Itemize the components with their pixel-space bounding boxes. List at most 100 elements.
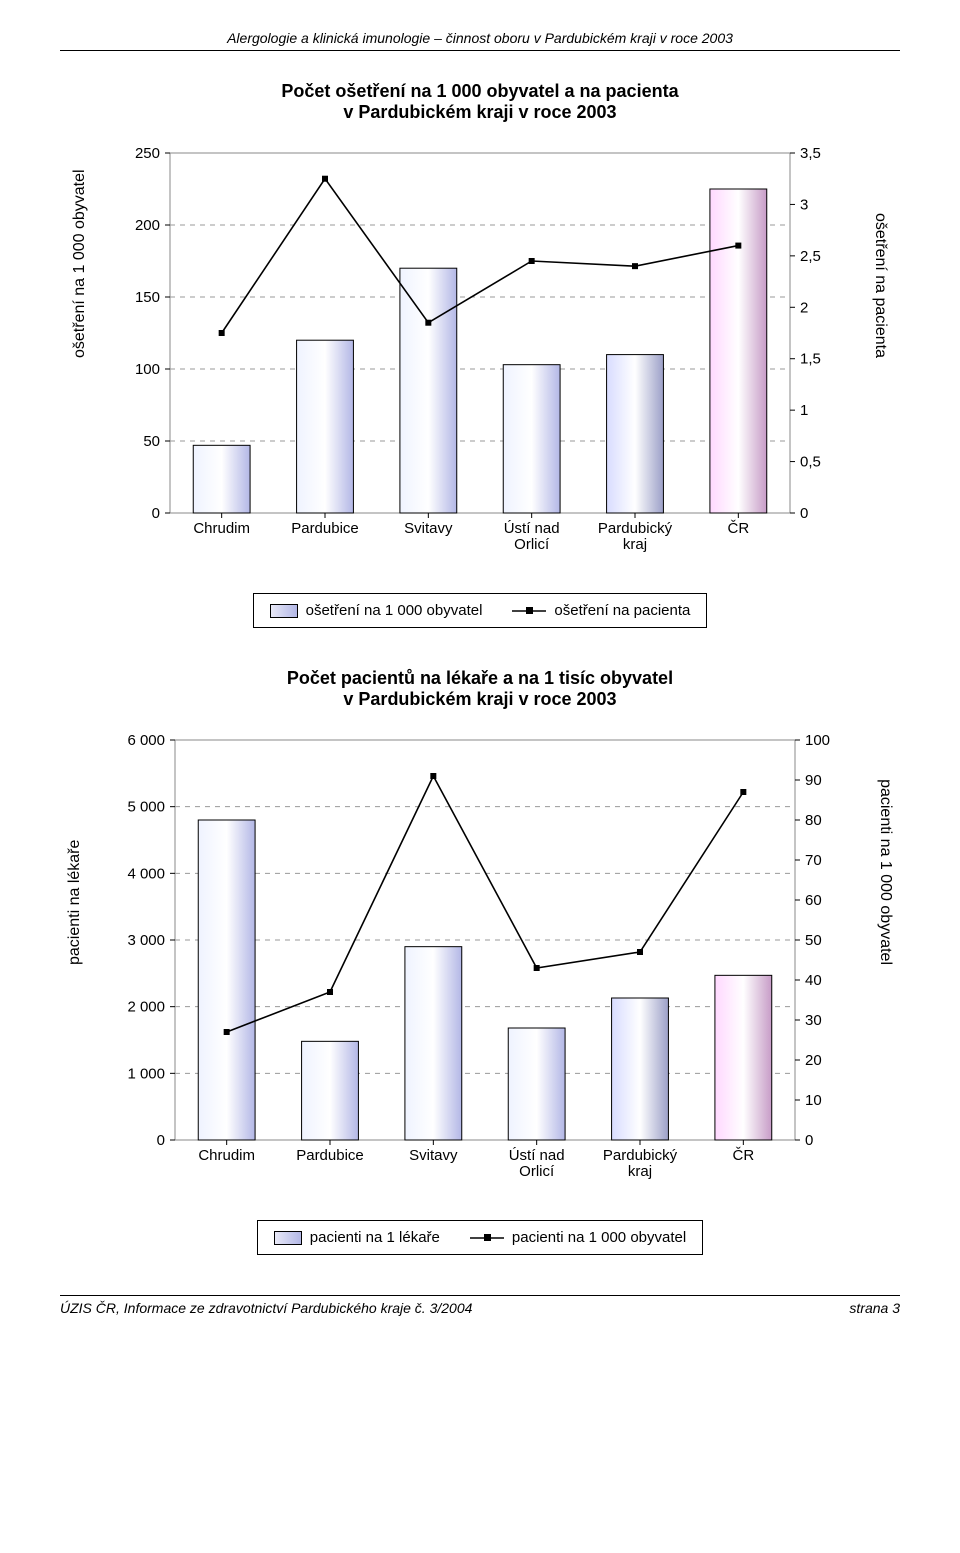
svg-text:0: 0	[152, 505, 160, 522]
footer-left: ÚZIS ČR, Informace ze zdravotnictví Pard…	[60, 1300, 472, 1316]
chart1-y1-label: ošetření na 1 000 obyvatel	[71, 169, 89, 358]
svg-text:4 000: 4 000	[127, 865, 165, 882]
chart2-legend-line-label: pacienti na 1 000 obyvatel	[512, 1229, 686, 1246]
chart1-legend-bars-label: ošetření na 1 000 obyvatel	[306, 602, 483, 619]
line-marker	[219, 330, 225, 336]
svg-text:Svitavy: Svitavy	[409, 1147, 458, 1164]
bar-swatch	[270, 604, 298, 618]
svg-text:10: 10	[805, 1092, 822, 1109]
svg-text:1 000: 1 000	[127, 1065, 165, 1082]
chart1-title: Počet ošetření na 1 000 obyvatel a na pa…	[60, 81, 900, 123]
chart2-legend: pacienti na 1 lékaře pacienti na 1 000 o…	[257, 1220, 703, 1255]
line-marker	[534, 965, 540, 971]
bar	[508, 1028, 565, 1140]
svg-text:Pardubický: Pardubický	[598, 520, 673, 537]
svg-text:20: 20	[805, 1052, 822, 1069]
document-header: Alergologie a klinická imunologie – činn…	[60, 30, 900, 51]
svg-text:150: 150	[135, 289, 160, 306]
bar	[198, 820, 255, 1140]
chart2-y1-label: pacienti na lékaře	[66, 840, 84, 965]
page-footer: ÚZIS ČR, Informace ze zdravotnictví Pard…	[60, 1295, 900, 1316]
svg-text:250: 250	[135, 145, 160, 162]
svg-text:Ústí nad: Ústí nad	[509, 1147, 565, 1164]
svg-text:0: 0	[157, 1132, 165, 1149]
svg-text:6 000: 6 000	[127, 732, 165, 749]
bar	[503, 365, 560, 513]
svg-text:3: 3	[800, 196, 808, 213]
chart2-legend-bars-label: pacienti na 1 lékaře	[310, 1229, 440, 1246]
chart1-svg: 0 50 100 150 200 250 0 0,5 1 1,5 2 2,5 3 3,5 Chrudim Pa…	[100, 143, 860, 573]
svg-text:Ústí nad: Ústí nad	[504, 520, 560, 537]
svg-text:40: 40	[805, 972, 822, 989]
svg-text:2: 2	[800, 299, 808, 316]
bar-swatch	[274, 1231, 302, 1245]
svg-text:2,5: 2,5	[800, 248, 821, 265]
line-marker	[735, 243, 741, 249]
line-marker	[430, 773, 436, 779]
line-marker	[425, 320, 431, 326]
svg-text:Pardubice: Pardubice	[296, 1147, 364, 1164]
bar	[400, 268, 457, 513]
line-swatch	[512, 604, 546, 618]
svg-text:Orlicí: Orlicí	[519, 1163, 555, 1180]
svg-text:50: 50	[805, 932, 822, 949]
svg-text:70: 70	[805, 852, 822, 869]
chart2-legend-bars: pacienti na 1 lékaře	[274, 1229, 440, 1246]
line-marker	[322, 176, 328, 182]
svg-text:1: 1	[800, 402, 808, 419]
bar	[710, 189, 767, 513]
svg-text:2 000: 2 000	[127, 999, 165, 1016]
svg-text:200: 200	[135, 217, 160, 234]
bar	[612, 998, 669, 1140]
bar	[607, 355, 664, 513]
page: Alergologie a klinická imunologie – činn…	[0, 0, 960, 1356]
chart2-svg: 0 1 000 2 000 3 000 4 000 5 000 6 000 0 10 20 30 40…	[95, 730, 865, 1200]
svg-text:1,5: 1,5	[800, 351, 821, 368]
line-swatch	[470, 1231, 504, 1245]
svg-text:kraj: kraj	[623, 536, 647, 553]
line-marker	[529, 258, 535, 264]
svg-text:0,5: 0,5	[800, 454, 821, 471]
chart2-container: pacienti na lékaře 01 0002 0003 0004 000…	[95, 730, 865, 1200]
svg-text:Pardubický: Pardubický	[603, 1147, 678, 1164]
chart2-legend-line: pacienti na 1 000 obyvatel	[470, 1229, 686, 1246]
svg-text:80: 80	[805, 812, 822, 829]
svg-text:100: 100	[805, 732, 830, 749]
bar	[297, 340, 354, 513]
bar	[193, 445, 250, 513]
bar	[715, 975, 772, 1140]
chart1-legend-bars: ošetření na 1 000 obyvatel	[270, 602, 483, 619]
line-marker	[224, 1029, 230, 1035]
chart1-legend-line-label: ošetření na pacienta	[554, 602, 690, 619]
svg-text:Chrudim: Chrudim	[193, 520, 250, 537]
svg-text:90: 90	[805, 772, 822, 789]
svg-text:Orlicí: Orlicí	[514, 536, 550, 553]
chart2-title: Počet pacientů na lékaře a na 1 tisíc ob…	[60, 668, 900, 710]
svg-text:3 000: 3 000	[127, 932, 165, 949]
line-marker	[637, 949, 643, 955]
chart1-y2-label: ošetření na pacienta	[871, 213, 889, 358]
line-marker	[632, 263, 638, 269]
svg-text:Chrudim: Chrudim	[198, 1147, 255, 1164]
svg-text:ČR: ČR	[732, 1147, 754, 1164]
svg-text:0: 0	[800, 505, 808, 522]
bar	[302, 1041, 359, 1140]
svg-text:Svitavy: Svitavy	[404, 520, 453, 537]
footer-right: strana 3	[849, 1300, 900, 1316]
chart1-legend-line: ošetření na pacienta	[512, 602, 690, 619]
svg-text:Pardubice: Pardubice	[291, 520, 359, 537]
svg-text:0: 0	[805, 1132, 813, 1149]
svg-text:5 000: 5 000	[127, 799, 165, 816]
svg-text:30: 30	[805, 1012, 822, 1029]
chart2-y2-label: pacienti na 1 000 obyvatel	[876, 779, 894, 965]
svg-text:100: 100	[135, 361, 160, 378]
line-marker	[327, 989, 333, 995]
chart1-container: ošetření na 1 000 obyvatel 0501001502002…	[100, 143, 860, 573]
bar	[405, 947, 462, 1140]
svg-text:50: 50	[143, 433, 160, 450]
svg-text:ČR: ČR	[727, 520, 749, 537]
line-marker	[740, 789, 746, 795]
svg-text:3,5: 3,5	[800, 145, 821, 162]
chart1-legend: ošetření na 1 000 obyvatel ošetření na p…	[253, 593, 708, 628]
svg-text:kraj: kraj	[628, 1163, 652, 1180]
